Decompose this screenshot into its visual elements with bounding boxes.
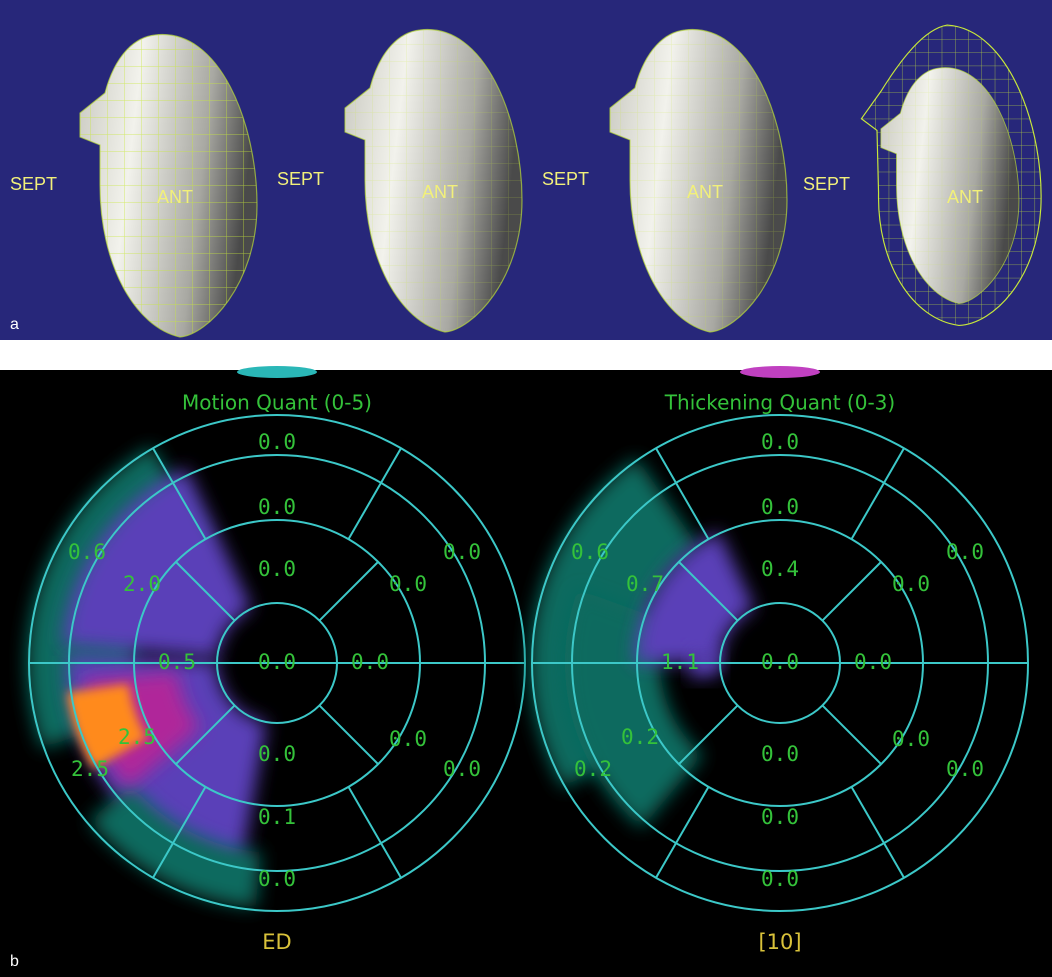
segment-value: 0.0 [443,540,481,564]
divider [821,704,882,765]
segment-value: 0.0 [351,650,389,674]
perfusion-region [635,531,755,663]
segment-value: 2.5 [71,757,109,781]
perfusion-region [89,785,261,908]
segment-value: 0.0 [761,650,799,674]
segment-value: 0.5 [158,650,196,674]
septal-label: SEPT [542,169,589,189]
segment-value: 0.0 [389,572,427,596]
segment-value: 0.0 [892,572,930,596]
lv-grid [610,29,787,332]
segment-value: 0.0 [761,867,799,891]
lv-grid [345,29,522,332]
segment-value: 0.6 [68,540,106,564]
lv-view [79,34,258,338]
segment-value: 0.1 [258,805,296,829]
segment-value: 0.0 [389,727,427,751]
polar-map: 0.0 0.0 0.4 0.0 0.0 0.0 0.0 0.0 0.0 0.0 0.0 0.0 0.6 0… [530,366,1029,954]
segment-value: 0.0 [946,540,984,564]
divider [347,447,402,540]
septal-label: SEPT [10,174,57,194]
segment-value: 0.7 [626,572,664,596]
map-title: Motion Quant (0-5) [182,391,372,415]
lv-outline [609,29,788,333]
segment-value: 0.0 [258,430,296,454]
segment-value: 2.0 [123,572,161,596]
polar-map: 0.0 0.0 0.0 0.0 0.0 0.0 0.0 0.0 0.0 0.0 0.1 0.0 0.6 2… [26,366,526,954]
divider [655,786,710,879]
panel-label: a [10,316,19,333]
lv-view [860,24,1042,326]
segment-value: 0.0 [258,557,296,581]
lv-grid [80,34,257,337]
segment-value: 1.1 [661,650,699,674]
lv-outline [344,29,523,333]
divider [152,786,207,879]
divider [175,704,236,765]
lv-outline [79,34,258,338]
segment-value: 0.0 [761,742,799,766]
segment-value: 0.2 [574,757,612,781]
segment-value: 0.0 [443,757,481,781]
segment-value: 0.0 [761,430,799,454]
septal-label: SEPT [803,174,850,194]
map-footer: ED [262,930,291,954]
segment-value: 0.4 [761,557,799,581]
anterior-label: ANT [947,187,983,207]
segment-value: 0.0 [258,742,296,766]
segment-value: 0.0 [946,757,984,781]
map-footer: [10] [758,930,801,954]
divider [678,704,739,765]
segment-value: 0.0 [761,495,799,519]
panel-b: 0.0 0.0 0.0 0.0 0.0 0.0 0.0 0.0 0.0 0.0 0.1 0.0 0.6 2… [26,366,1029,954]
anterior-label: ANT [157,187,193,207]
segment-value: 0.2 [621,725,659,749]
segment-value: 0.0 [892,727,930,751]
segment-value: 2.5 [118,725,156,749]
divider [655,447,710,540]
edge-glow [740,366,820,378]
segment-value: 0.6 [571,540,609,564]
map-title: Thickening Quant (0-3) [664,391,895,415]
divider [175,561,236,622]
segment-value: 0.0 [258,867,296,891]
segment-value: 0.0 [258,650,296,674]
lv-view [344,29,523,333]
divider [318,561,379,622]
anterior-label: ANT [422,182,458,202]
divider [152,447,207,540]
lv-view [609,29,788,333]
edge-glow [237,366,317,378]
divider [678,561,739,622]
anterior-label: ANT [687,182,723,202]
divider [850,447,905,540]
segment-value: 0.0 [761,805,799,829]
divider [850,786,905,879]
lv-outline [880,67,1020,305]
divider [821,561,882,622]
panel-a: SEPT ANT SEPT ANT SEPT ANT SEPT ANT [10,24,1042,338]
lv-grid [880,67,1019,304]
panel-label: b [10,953,19,970]
segment-value: 0.0 [258,495,296,519]
perfusion-region [62,468,252,658]
segment-value: 0.0 [854,650,892,674]
septal-label: SEPT [277,169,324,189]
divider [347,786,402,879]
divider [318,704,379,765]
